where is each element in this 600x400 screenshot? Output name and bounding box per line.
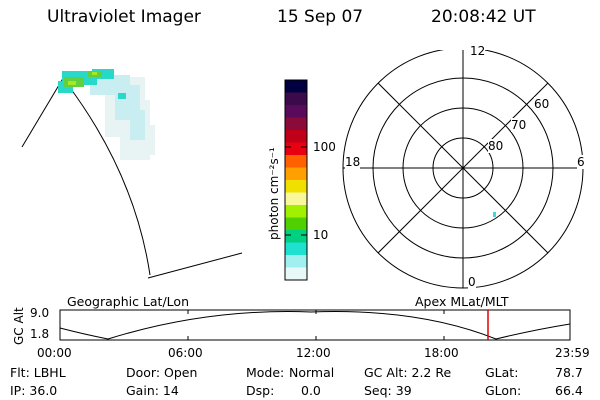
glat-label: GLat:	[485, 365, 519, 380]
timeline-xtick-1200: 12:00	[296, 346, 331, 360]
color-scale-block	[285, 205, 307, 218]
timeline-xtick-1800: 18:00	[424, 346, 459, 360]
instrument-title: Ultraviolet Imager	[47, 7, 201, 27]
date-label: 15 Sep 07	[277, 7, 364, 27]
color-scale-block	[285, 267, 307, 281]
color-scale-block	[285, 142, 307, 156]
colorbar-tick-10: 10	[313, 228, 329, 242]
gain-status: Gain: 14	[126, 383, 179, 398]
dsp-value: 0.0	[301, 383, 321, 398]
timeline-axis-label: GC Alt	[12, 307, 26, 345]
altitude-curve	[59, 311, 571, 340]
door-status: Door: Open	[126, 365, 198, 380]
colorbar-tick-100: 100	[313, 140, 336, 154]
color-scale-block	[285, 230, 307, 243]
colorbar-unit-label: photon cm⁻²s⁻¹	[267, 147, 281, 240]
color-scale-block	[285, 167, 307, 181]
lat-label-80: 80	[488, 139, 504, 153]
dsp-label: Dsp:	[246, 383, 275, 398]
glat-value: 78.7	[555, 365, 583, 380]
mlt-label-12: 12	[470, 44, 486, 58]
mode-value: Normal	[289, 365, 335, 380]
aurora-emission	[58, 69, 155, 160]
lat-label-70: 70	[511, 118, 527, 132]
color-scale-block	[285, 192, 307, 206]
mlt-label-0: 0	[468, 275, 476, 289]
geographic-image-panel	[21, 69, 243, 279]
color-scale-block	[285, 242, 307, 256]
timeline-right-title: Apex MLat/MLT	[415, 294, 509, 309]
color-scale-block	[285, 255, 307, 268]
geographic-boundary-lines	[21, 74, 243, 279]
color-scale-block	[285, 217, 307, 231]
mlt-label-18: 18	[345, 155, 361, 169]
timeline-ytick-9: 9.0	[30, 306, 50, 320]
color-scale-block	[285, 180, 307, 193]
timeline-xtick-2359: 23:59	[555, 346, 590, 360]
altitude-timeline-plot	[59, 309, 571, 341]
color-scale-block	[285, 130, 307, 143]
seq-status: Seq: 39	[364, 383, 412, 398]
timeline-ytick-1-8: 1.8	[30, 327, 50, 341]
polar-aurora-blip	[493, 212, 496, 217]
timeline-xtick-marks	[187, 310, 445, 340]
mode-label: Mode:	[246, 365, 285, 380]
color-scale-block	[285, 92, 307, 106]
timeline-left-title: Geographic Lat/Lon	[67, 294, 189, 309]
mlt-label-6: 6	[577, 155, 585, 169]
color-scale-block	[285, 80, 307, 93]
time-label: 20:08:42 UT	[431, 7, 536, 27]
filter-status: Flt: LBHL	[10, 365, 66, 380]
color-scale-block	[285, 117, 307, 131]
color-scale-bar	[284, 79, 308, 281]
color-scale-blocks	[285, 80, 307, 281]
polar-mlat-mlt-plot	[342, 50, 584, 289]
gc-alt-status: GC Alt: 2.2 Re	[364, 365, 452, 380]
timeline-xtick-0000: 00:00	[37, 346, 72, 360]
glon-value: 66.4	[555, 383, 583, 398]
color-scale-block	[285, 105, 307, 118]
ip-status: IP: 36.0	[10, 383, 58, 398]
lat-label-60: 60	[534, 97, 550, 111]
glon-label: GLon:	[485, 383, 522, 398]
timeline-xtick-0600: 06:00	[168, 346, 203, 360]
color-scale-block	[285, 155, 307, 168]
